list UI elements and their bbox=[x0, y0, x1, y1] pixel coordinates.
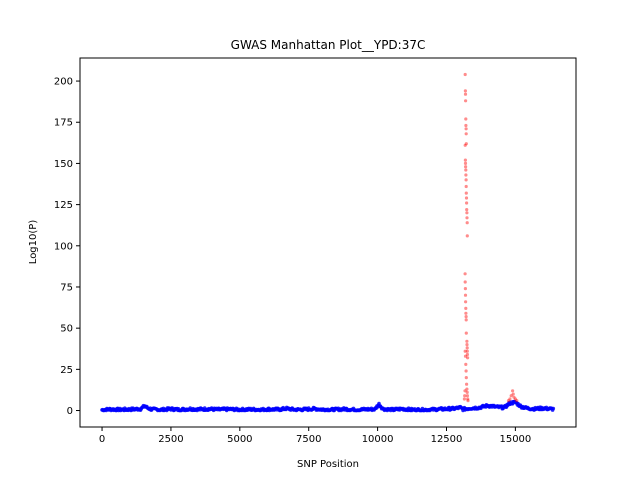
significant-snp-point bbox=[465, 352, 469, 357]
y-axis: 0 25 50 75 100 125 150 175 200 bbox=[54, 77, 80, 417]
significant-snp-point bbox=[463, 272, 467, 276]
significant-snp-point bbox=[464, 306, 468, 310]
significant-snp-point bbox=[464, 117, 468, 121]
significant-snp-point bbox=[465, 201, 469, 205]
significant-snp-point bbox=[463, 92, 468, 96]
significant-snp-point bbox=[464, 191, 468, 195]
significant-snp-point bbox=[464, 300, 468, 304]
significant-snp-point bbox=[463, 161, 468, 165]
significant-snp-point bbox=[464, 376, 468, 380]
significant-snp-point bbox=[464, 369, 468, 373]
x-tick-label: 12500 bbox=[431, 434, 463, 445]
y-tick-label: 0 bbox=[67, 406, 73, 417]
significant-snp-point bbox=[465, 221, 469, 225]
significant-snp-point bbox=[511, 392, 515, 396]
significant-snp-point bbox=[466, 397, 470, 401]
y-tick-label: 25 bbox=[60, 365, 73, 376]
plot-area bbox=[100, 72, 556, 413]
significant-snp-point bbox=[464, 127, 468, 131]
significant-snp-series bbox=[462, 72, 519, 403]
significant-snp-point bbox=[465, 343, 469, 347]
significant-snp-point bbox=[463, 72, 467, 77]
significant-snp-point bbox=[463, 354, 468, 358]
snp-point bbox=[551, 406, 556, 411]
significant-snp-point bbox=[463, 280, 467, 284]
significant-snp-point bbox=[464, 173, 468, 177]
x-axis: 0 2500 5000 7500 10000 12500 15000 bbox=[99, 427, 531, 445]
significant-snp-point bbox=[463, 287, 467, 291]
significant-snp-point bbox=[463, 89, 467, 93]
significant-snp-point bbox=[464, 311, 468, 315]
significant-snp-point bbox=[465, 390, 469, 394]
significant-snp-point bbox=[464, 331, 468, 335]
y-tick-label: 75 bbox=[60, 282, 73, 293]
significant-snp-point bbox=[466, 399, 470, 403]
significant-snp-point bbox=[464, 165, 468, 169]
y-tick-label: 50 bbox=[60, 324, 73, 335]
x-tick-label: 10000 bbox=[362, 434, 394, 445]
significant-snp-point bbox=[465, 208, 469, 212]
significant-snp-point bbox=[464, 318, 468, 322]
y-tick-label: 200 bbox=[54, 77, 73, 88]
significant-snp-point bbox=[464, 196, 469, 200]
significant-snp-point bbox=[465, 211, 469, 215]
x-tick-label: 15000 bbox=[499, 434, 531, 445]
background-snp-series bbox=[100, 399, 556, 413]
x-axis-label: SNP Position bbox=[297, 459, 359, 470]
significant-snp-point bbox=[464, 315, 468, 319]
significant-snp-point bbox=[464, 178, 468, 182]
x-tick-label: 0 bbox=[99, 434, 105, 445]
significant-snp-point bbox=[463, 349, 467, 353]
y-tick-label: 125 bbox=[54, 200, 73, 211]
significant-snp-point bbox=[463, 389, 467, 393]
significant-snp-point bbox=[463, 158, 467, 162]
significant-snp-point bbox=[510, 389, 515, 393]
significant-snp-point bbox=[464, 362, 468, 366]
significant-snp-point bbox=[466, 356, 470, 360]
significant-snp-point bbox=[506, 399, 511, 403]
significant-snp-point bbox=[464, 142, 468, 146]
plot-frame bbox=[79, 57, 577, 428]
significant-snp-point bbox=[464, 184, 468, 189]
significant-snp-point bbox=[463, 143, 467, 147]
significant-snp-point bbox=[463, 293, 468, 297]
significant-snp-point bbox=[465, 349, 469, 353]
significant-snp-point bbox=[465, 216, 469, 220]
significant-snp-point bbox=[465, 394, 469, 398]
significant-snp-point bbox=[465, 339, 469, 343]
significant-snp-point bbox=[515, 399, 519, 403]
significant-snp-point bbox=[512, 395, 516, 399]
y-tick-label: 100 bbox=[54, 241, 73, 252]
x-tick-label: 2500 bbox=[158, 434, 183, 445]
chart-title: GWAS Manhattan Plot__YPD:37C bbox=[231, 38, 426, 52]
x-tick-label: 7500 bbox=[296, 434, 321, 445]
significant-snp-point bbox=[508, 397, 512, 401]
significant-snp-point bbox=[465, 346, 469, 350]
significant-snp-point bbox=[463, 394, 467, 398]
significant-snp-point bbox=[464, 132, 468, 136]
significant-snp-point bbox=[513, 397, 518, 401]
significant-snp-point bbox=[462, 397, 466, 401]
significant-snp-point bbox=[464, 99, 468, 103]
significant-snp-point bbox=[464, 168, 468, 172]
significant-snp-point bbox=[465, 387, 469, 391]
significant-snp-point bbox=[464, 123, 468, 128]
significant-snp-point bbox=[465, 382, 469, 386]
x-tick-label: 5000 bbox=[227, 434, 252, 445]
y-axis-label: Log10(P) bbox=[28, 220, 39, 265]
y-tick-label: 150 bbox=[54, 159, 73, 170]
significant-snp-point bbox=[465, 234, 469, 238]
significant-snp-point bbox=[509, 394, 513, 398]
y-tick-label: 175 bbox=[54, 118, 73, 129]
